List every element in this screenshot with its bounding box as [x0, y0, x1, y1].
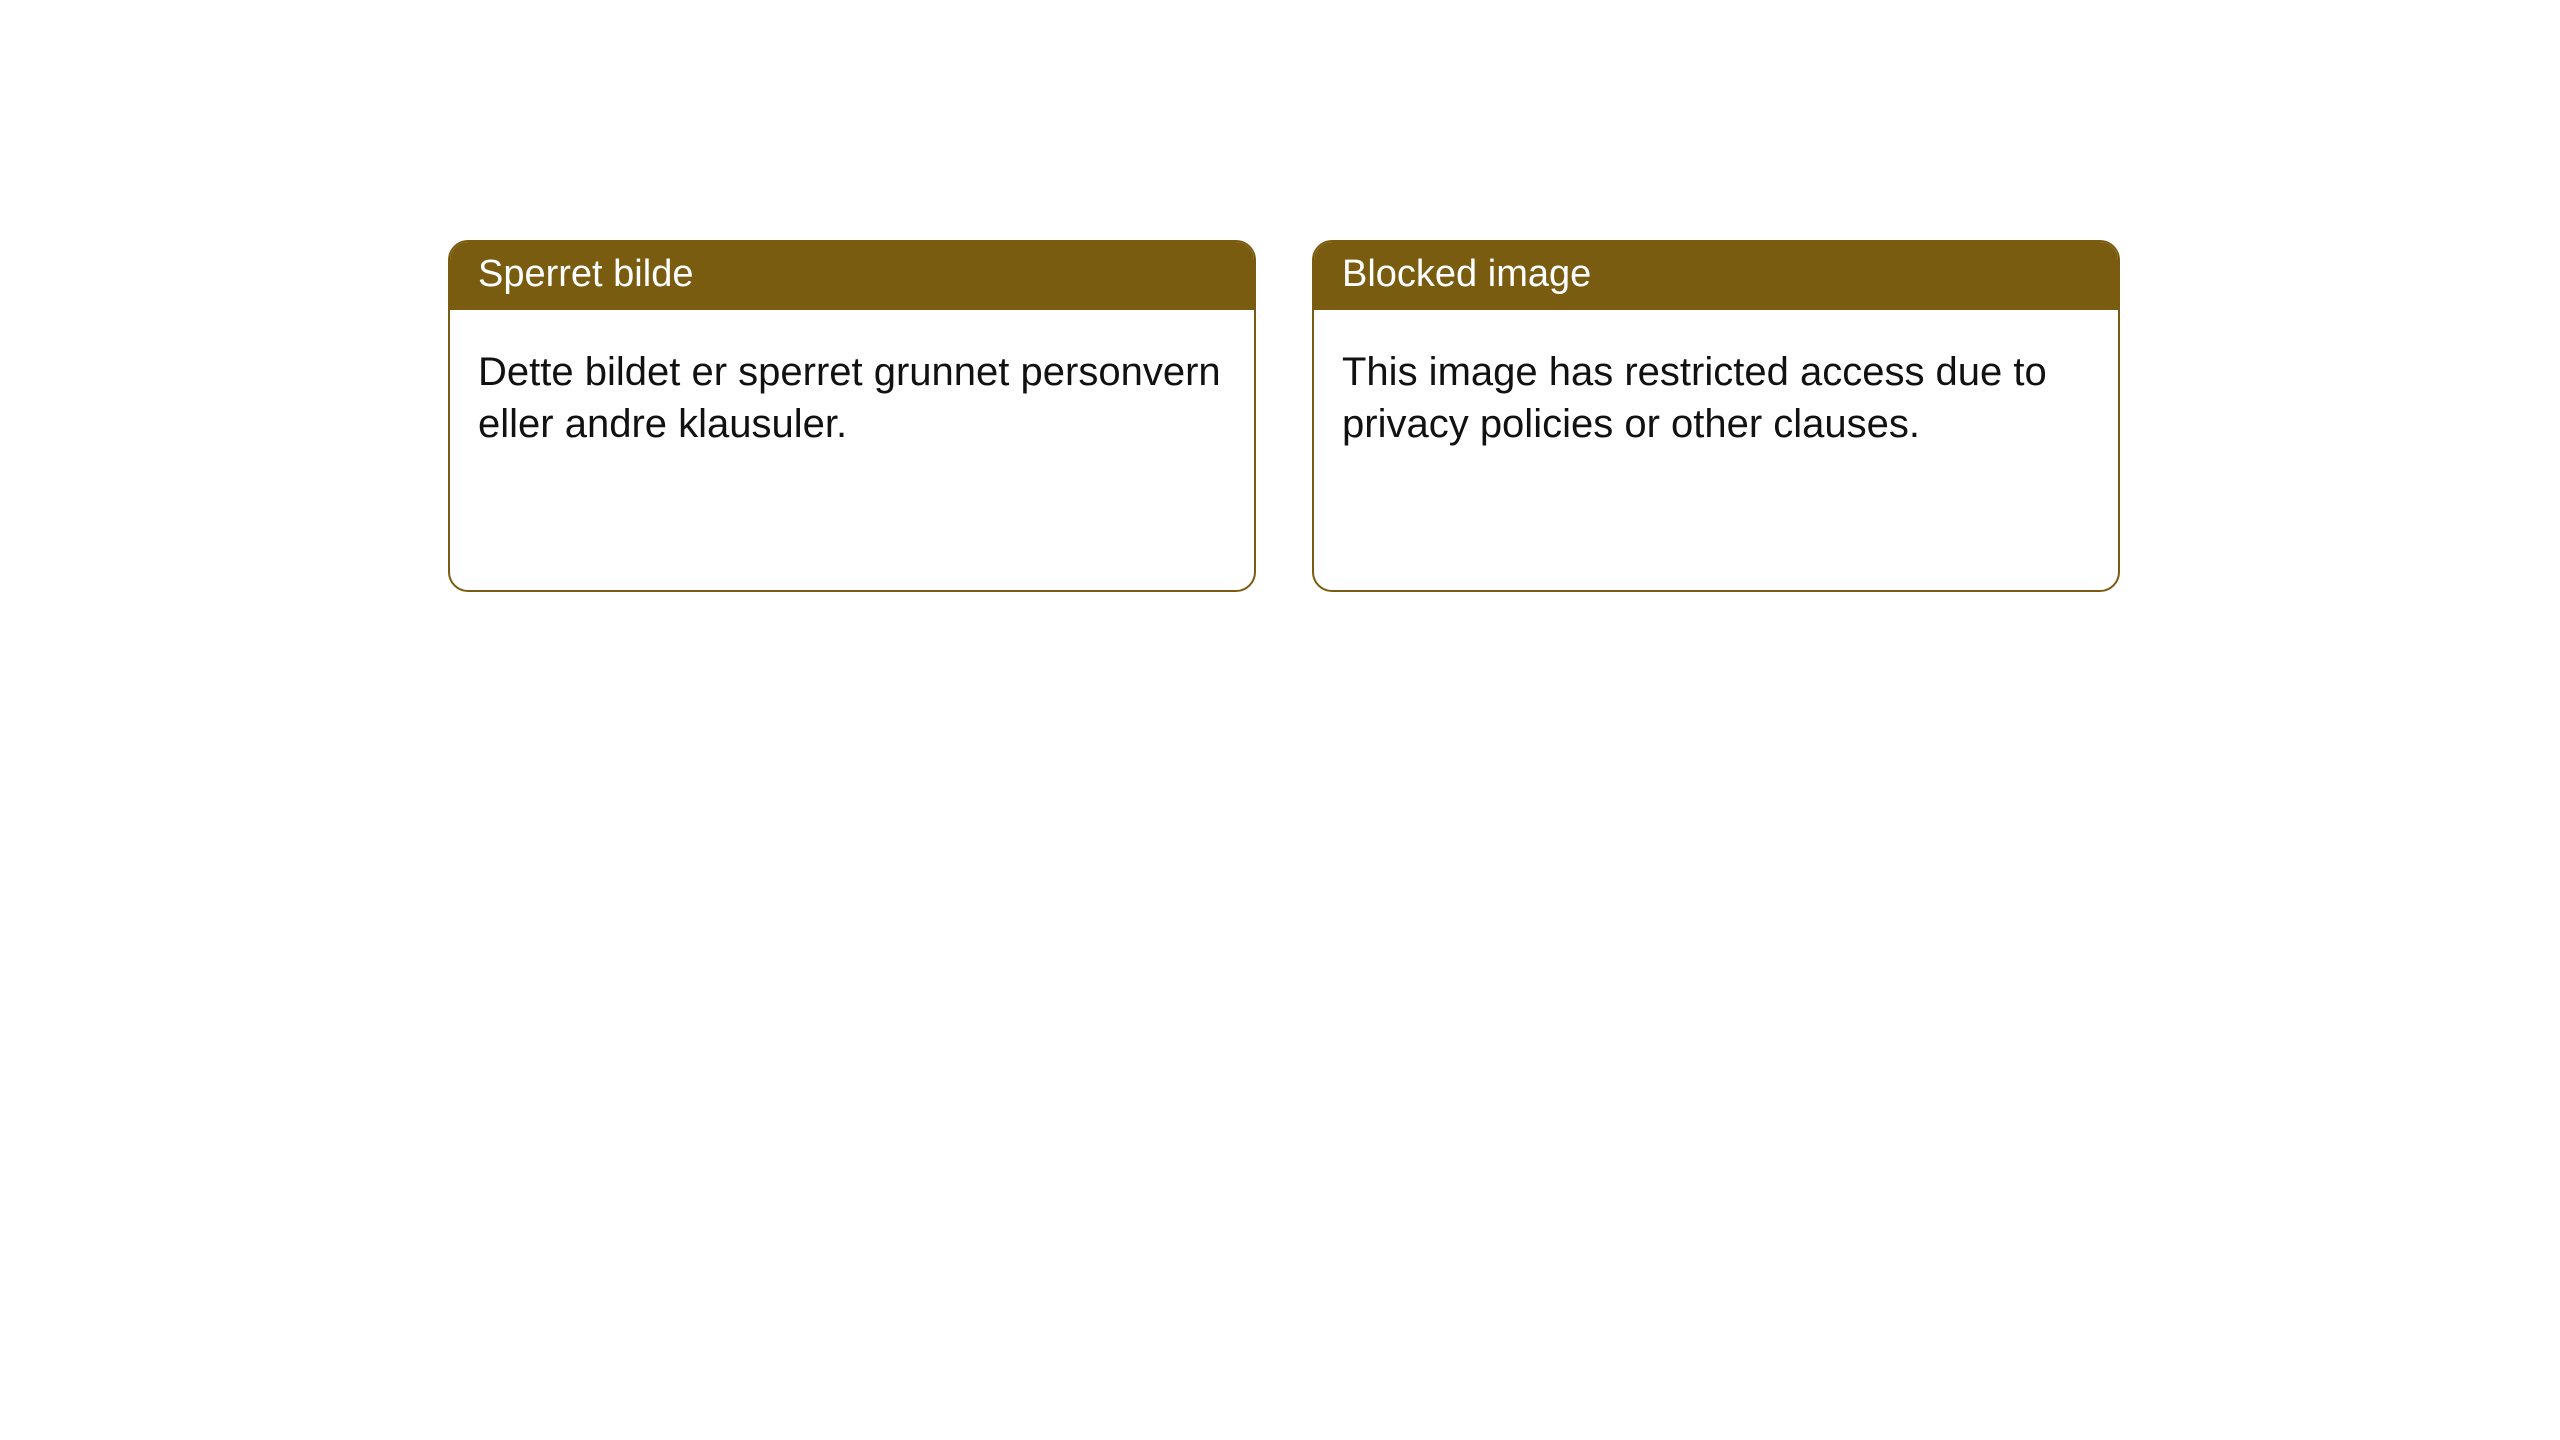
card-body-text: Dette bildet er sperret grunnet personve… [478, 350, 1221, 447]
notice-container: Sperret bilde Dette bildet er sperret gr… [448, 240, 2120, 592]
card-body: This image has restricted access due to … [1314, 310, 2118, 590]
blocked-image-card-english: Blocked image This image has restricted … [1312, 240, 2120, 592]
card-header-title: Sperret bilde [478, 253, 693, 295]
card-body-text: This image has restricted access due to … [1342, 350, 2047, 447]
card-body: Dette bildet er sperret grunnet personve… [450, 310, 1254, 590]
blocked-image-card-norwegian: Sperret bilde Dette bildet er sperret gr… [448, 240, 1256, 592]
card-header: Sperret bilde [450, 242, 1254, 310]
card-header-title: Blocked image [1342, 253, 1591, 295]
card-header: Blocked image [1314, 242, 2118, 310]
